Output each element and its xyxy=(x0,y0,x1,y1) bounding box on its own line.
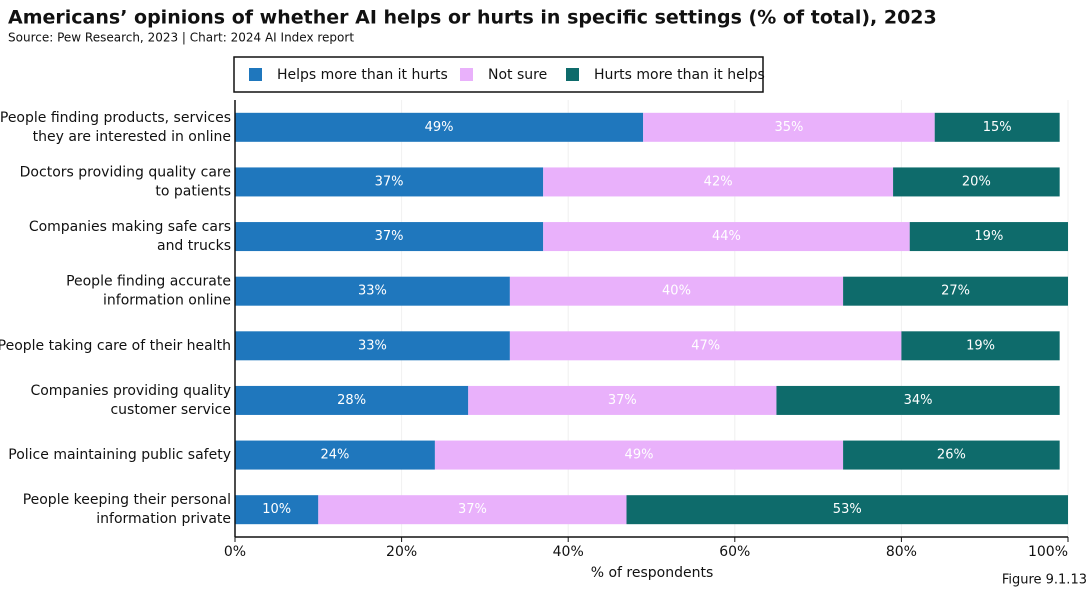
value-label: 19% xyxy=(974,229,1003,244)
bar-segment xyxy=(893,167,1060,197)
y-tick-label: People keeping their personal information… xyxy=(23,492,231,527)
x-axis-label: % of respondents xyxy=(591,565,714,581)
value-label: 40% xyxy=(662,284,691,299)
bar-segment xyxy=(901,331,1060,361)
legend-swatch xyxy=(249,68,262,81)
bar-segment xyxy=(235,222,544,252)
value-label: 33% xyxy=(358,338,387,353)
value-label: 42% xyxy=(704,174,733,189)
figure-label: Figure 9.1.13 xyxy=(1002,573,1087,588)
value-label: 15% xyxy=(983,120,1012,135)
value-label: 37% xyxy=(458,502,487,517)
value-label: 26% xyxy=(937,448,966,463)
value-label: 24% xyxy=(321,448,350,463)
value-label: 34% xyxy=(904,393,933,408)
value-label: 20% xyxy=(962,174,991,189)
bar-segment xyxy=(235,495,319,525)
x-tick-label: 80% xyxy=(886,544,917,560)
bar-segment xyxy=(626,495,1068,525)
value-label: 49% xyxy=(425,120,454,135)
bar-segment xyxy=(909,222,1068,252)
bar-segment xyxy=(318,495,627,525)
bar-segment xyxy=(235,112,644,142)
x-tick-label: 60% xyxy=(719,544,750,560)
legend-box xyxy=(233,56,764,93)
value-label: 28% xyxy=(337,393,366,408)
bar-segment xyxy=(543,167,894,197)
value-label: 27% xyxy=(941,284,970,299)
bar-segment xyxy=(509,331,902,361)
x-tick-label: 40% xyxy=(553,544,584,560)
chart-title: Americans’ opinions of whether AI helps … xyxy=(8,7,937,29)
value-label: 37% xyxy=(375,174,404,189)
value-label: 49% xyxy=(625,448,654,463)
bar-segment xyxy=(509,276,844,306)
value-label: 35% xyxy=(774,120,803,135)
y-tick-label: Police maintaining public safety xyxy=(8,447,231,463)
legend-label: Hurts more than it helps xyxy=(594,67,765,83)
value-label: 53% xyxy=(833,502,862,517)
y-tick-label: People finding products, services they ar… xyxy=(0,110,231,145)
bar-segment xyxy=(543,222,910,252)
value-label: 37% xyxy=(608,393,637,408)
value-label: 37% xyxy=(375,229,404,244)
bar-segment xyxy=(434,440,844,470)
value-label: 44% xyxy=(712,229,741,244)
bar-segment xyxy=(643,112,935,142)
legend-label: Helps more than it hurts xyxy=(277,67,448,83)
bar-segment xyxy=(843,276,1068,306)
value-label: 19% xyxy=(966,338,995,353)
y-tick-label: People taking care of their health xyxy=(0,338,231,354)
bar-segment xyxy=(776,385,1060,415)
bar-segment xyxy=(235,276,510,306)
bar-segment xyxy=(468,385,777,415)
y-tick-label: Doctors providing quality care to patient… xyxy=(20,164,231,199)
value-label: 47% xyxy=(691,338,720,353)
y-tick-label: People finding accurate information onlin… xyxy=(66,274,231,309)
bar-segment xyxy=(235,440,435,470)
bar-segment xyxy=(235,385,469,415)
legend-label: Not sure xyxy=(488,67,547,83)
value-label: 33% xyxy=(358,284,387,299)
bar-segment xyxy=(235,331,510,361)
x-tick-label: 100% xyxy=(1028,544,1068,560)
legend-swatch xyxy=(566,68,579,81)
bar-segment xyxy=(934,112,1060,142)
y-tick-label: Companies providing quality customer serv… xyxy=(30,383,231,418)
x-tick-label: 0% xyxy=(224,544,246,560)
value-label: 10% xyxy=(262,502,291,517)
bar-segment xyxy=(235,167,544,197)
x-tick-label: 20% xyxy=(386,544,417,560)
bar-segment xyxy=(843,440,1060,470)
chart-subtitle: Source: Pew Research, 2023 | Chart: 2024… xyxy=(8,31,354,45)
y-tick-label: Companies making safe cars and trucks xyxy=(29,219,231,254)
legend-swatch xyxy=(460,68,473,81)
